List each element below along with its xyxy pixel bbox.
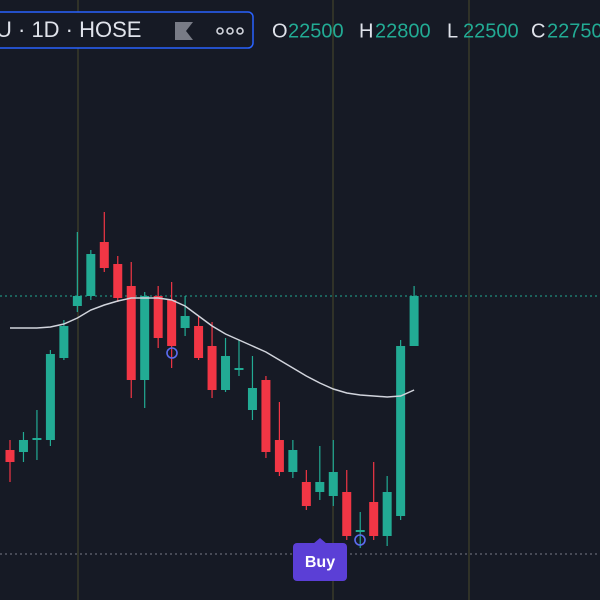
signal-badge[interactable] bbox=[293, 543, 347, 581]
signal-marker bbox=[354, 534, 366, 546]
ohlc-key: L bbox=[447, 20, 458, 42]
ohlc-value: 22500 bbox=[463, 20, 519, 42]
candle-body bbox=[167, 300, 177, 346]
candle-body bbox=[221, 356, 231, 390]
candle-body bbox=[234, 368, 244, 370]
candle-body bbox=[59, 326, 69, 358]
candle-body bbox=[194, 326, 204, 358]
ohlc-key: H bbox=[359, 20, 373, 42]
ohlc-value: 22500 bbox=[288, 20, 344, 42]
candle-body bbox=[140, 296, 150, 380]
signal-marker bbox=[166, 347, 178, 359]
ohlc-legend: O 22500 H 22800 L 22500 C 22750 bbox=[272, 20, 600, 42]
candle-body bbox=[369, 502, 379, 536]
candle-body bbox=[301, 482, 311, 506]
signal-label: Buy bbox=[305, 554, 335, 571]
candle-body bbox=[18, 440, 28, 452]
candle-body bbox=[274, 440, 284, 472]
candle-body bbox=[396, 346, 406, 516]
ohlc-value: 22800 bbox=[375, 20, 431, 42]
ohlc-value: 22750 bbox=[547, 20, 600, 42]
candle-body bbox=[153, 296, 163, 338]
flag-icon[interactable] bbox=[175, 22, 193, 40]
candle-body bbox=[328, 472, 338, 496]
ohlc-key: C bbox=[531, 20, 545, 42]
candle-body bbox=[126, 286, 136, 380]
candle-body bbox=[207, 346, 217, 390]
candle-body bbox=[113, 264, 123, 298]
candle-body bbox=[261, 380, 271, 452]
plot bbox=[0, 212, 600, 555]
candle-body bbox=[355, 530, 365, 532]
candle-body bbox=[86, 254, 96, 296]
candle-body bbox=[409, 296, 419, 346]
candle-body bbox=[288, 450, 298, 472]
candle-body bbox=[99, 242, 109, 268]
candle-body bbox=[72, 296, 82, 306]
signal-pointer bbox=[313, 538, 327, 544]
symbol: U · 1D · HOSE bbox=[0, 17, 141, 42]
candle-body bbox=[5, 450, 15, 462]
candle-body bbox=[45, 354, 55, 440]
candle-body bbox=[342, 492, 352, 536]
ohlc-key: O bbox=[272, 20, 288, 42]
candle-body bbox=[315, 482, 325, 492]
more-icon[interactable] bbox=[216, 27, 244, 35]
candle-body bbox=[32, 438, 42, 440]
moving-average bbox=[10, 297, 415, 398]
candle-body bbox=[247, 388, 257, 410]
candle-body bbox=[382, 492, 392, 536]
candle-body bbox=[180, 316, 190, 328]
